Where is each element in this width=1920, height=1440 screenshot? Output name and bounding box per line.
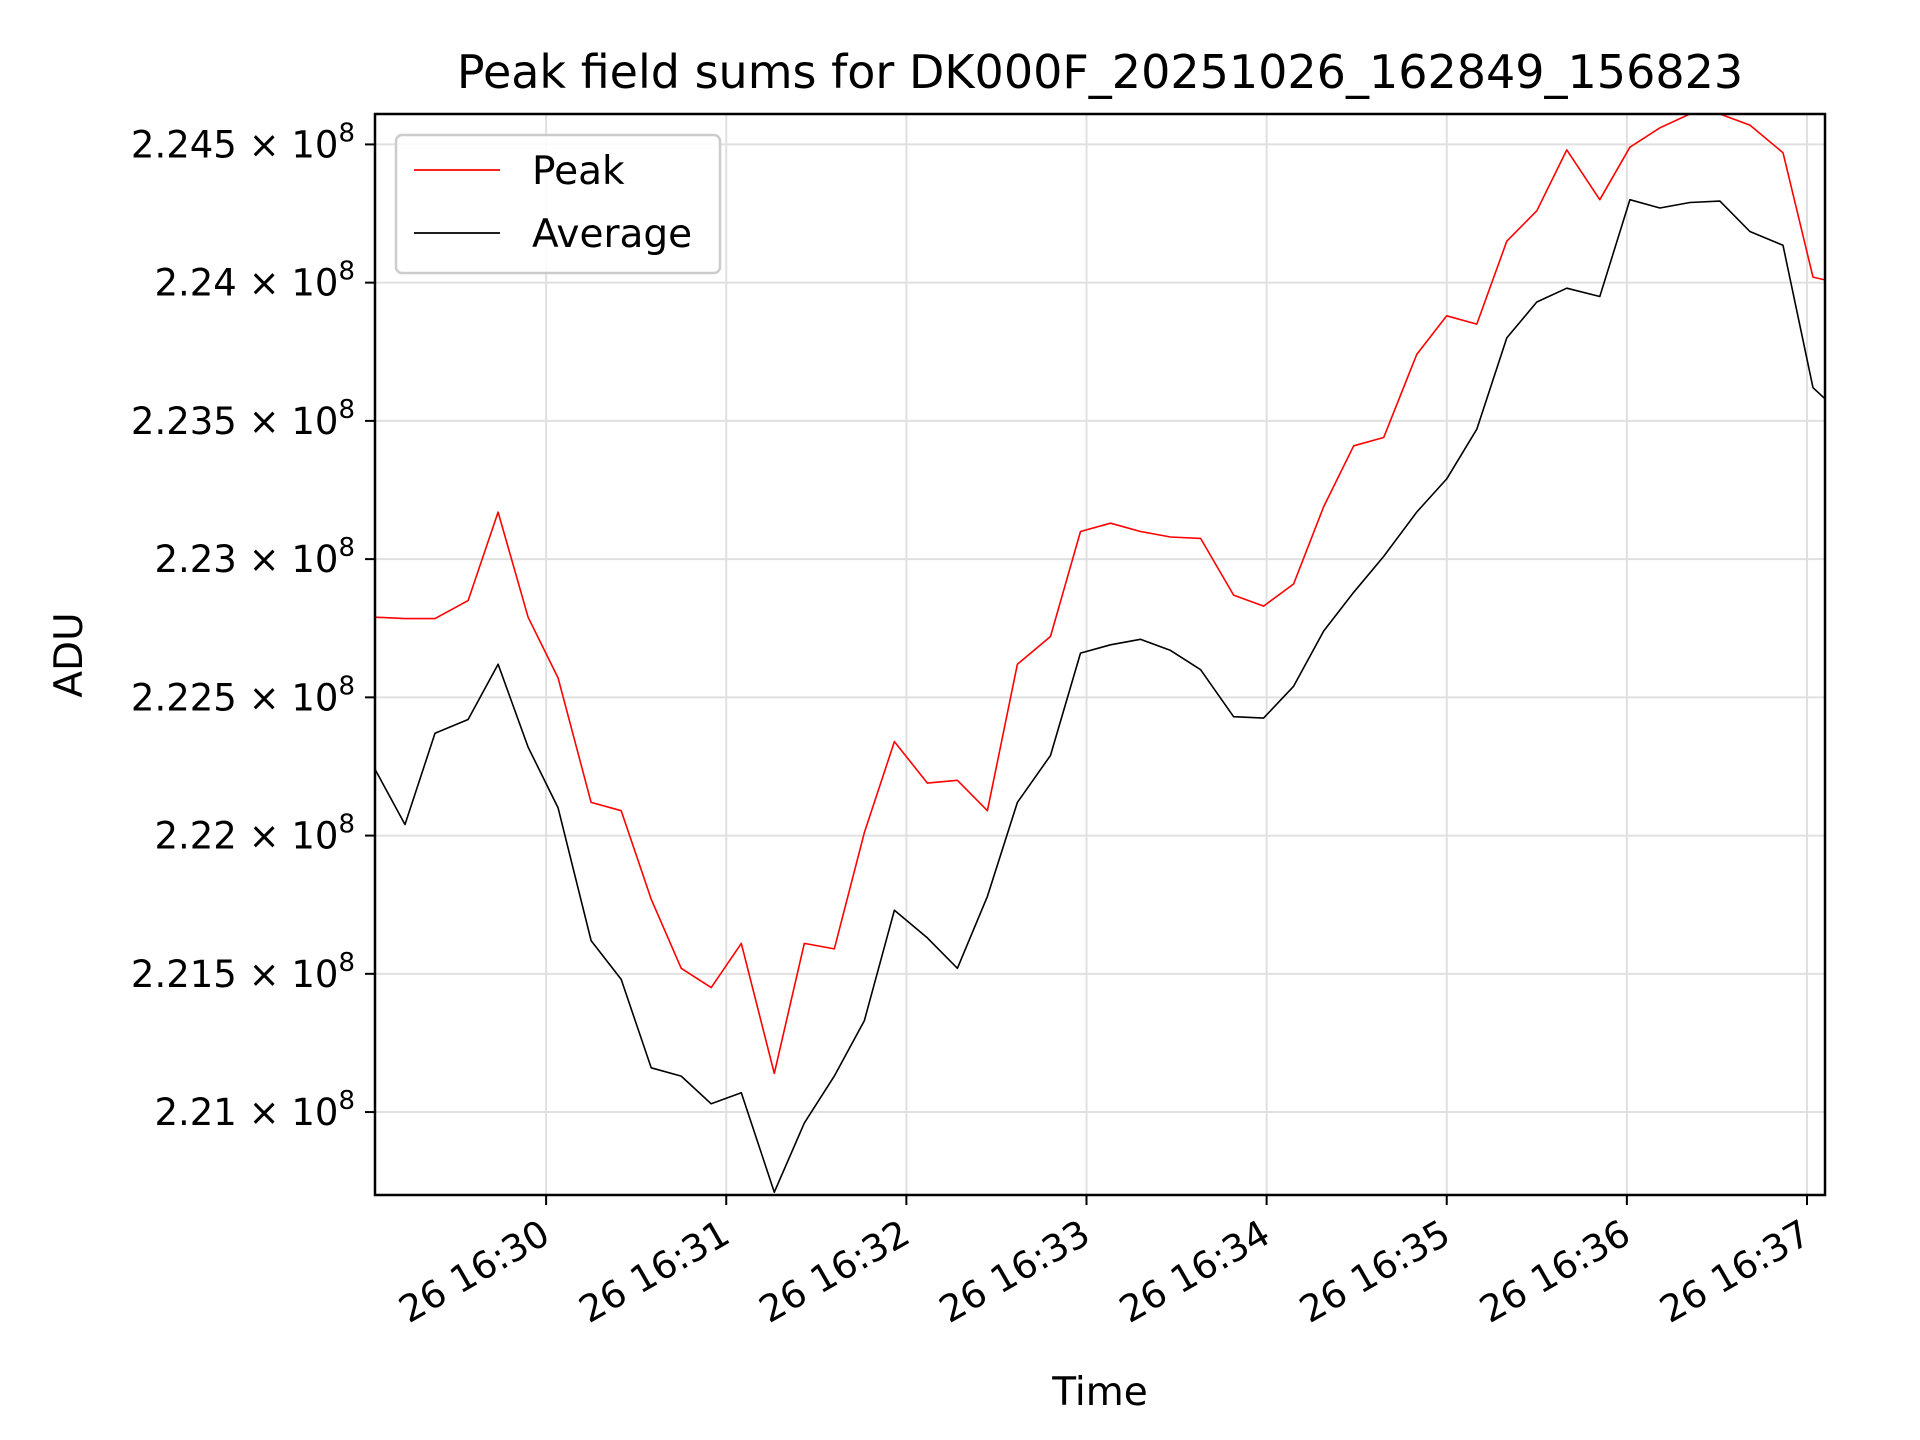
y-tick-label: 2.22 × 108: [154, 810, 355, 858]
chart-title: Peak field sums for DK000F_20251026_1628…: [457, 45, 1743, 99]
y-tick-label: 2.215 × 108: [131, 948, 355, 996]
y-tick-label: 2.23 × 108: [154, 533, 355, 581]
legend-label-average: Average: [532, 212, 692, 257]
series-line-average: [375, 198, 1825, 1193]
x-axis-label: Time: [1051, 1370, 1147, 1415]
y-tick-label: 2.245 × 108: [131, 118, 355, 166]
series-lines: [375, 114, 1825, 1193]
grid: [375, 114, 1825, 1195]
series-line-peak: [375, 114, 1825, 1075]
y-tick-label: 2.24 × 108: [154, 257, 355, 305]
y-tick-label: 2.21 × 108: [154, 1086, 355, 1134]
y-axis-label: ADU: [47, 612, 92, 697]
y-axis-ticks: 2.21 × 108 2.215 × 108 2.22 × 108 2.225 × 1…: [131, 118, 375, 1134]
plot-area-frame: [373, 112, 1827, 1197]
legend-label-peak: Peak: [532, 149, 625, 194]
y-tick-label: 2.235 × 108: [131, 395, 355, 443]
y-tick-label: 2.225 × 108: [131, 671, 355, 719]
legend: Peak Average: [394, 133, 722, 275]
